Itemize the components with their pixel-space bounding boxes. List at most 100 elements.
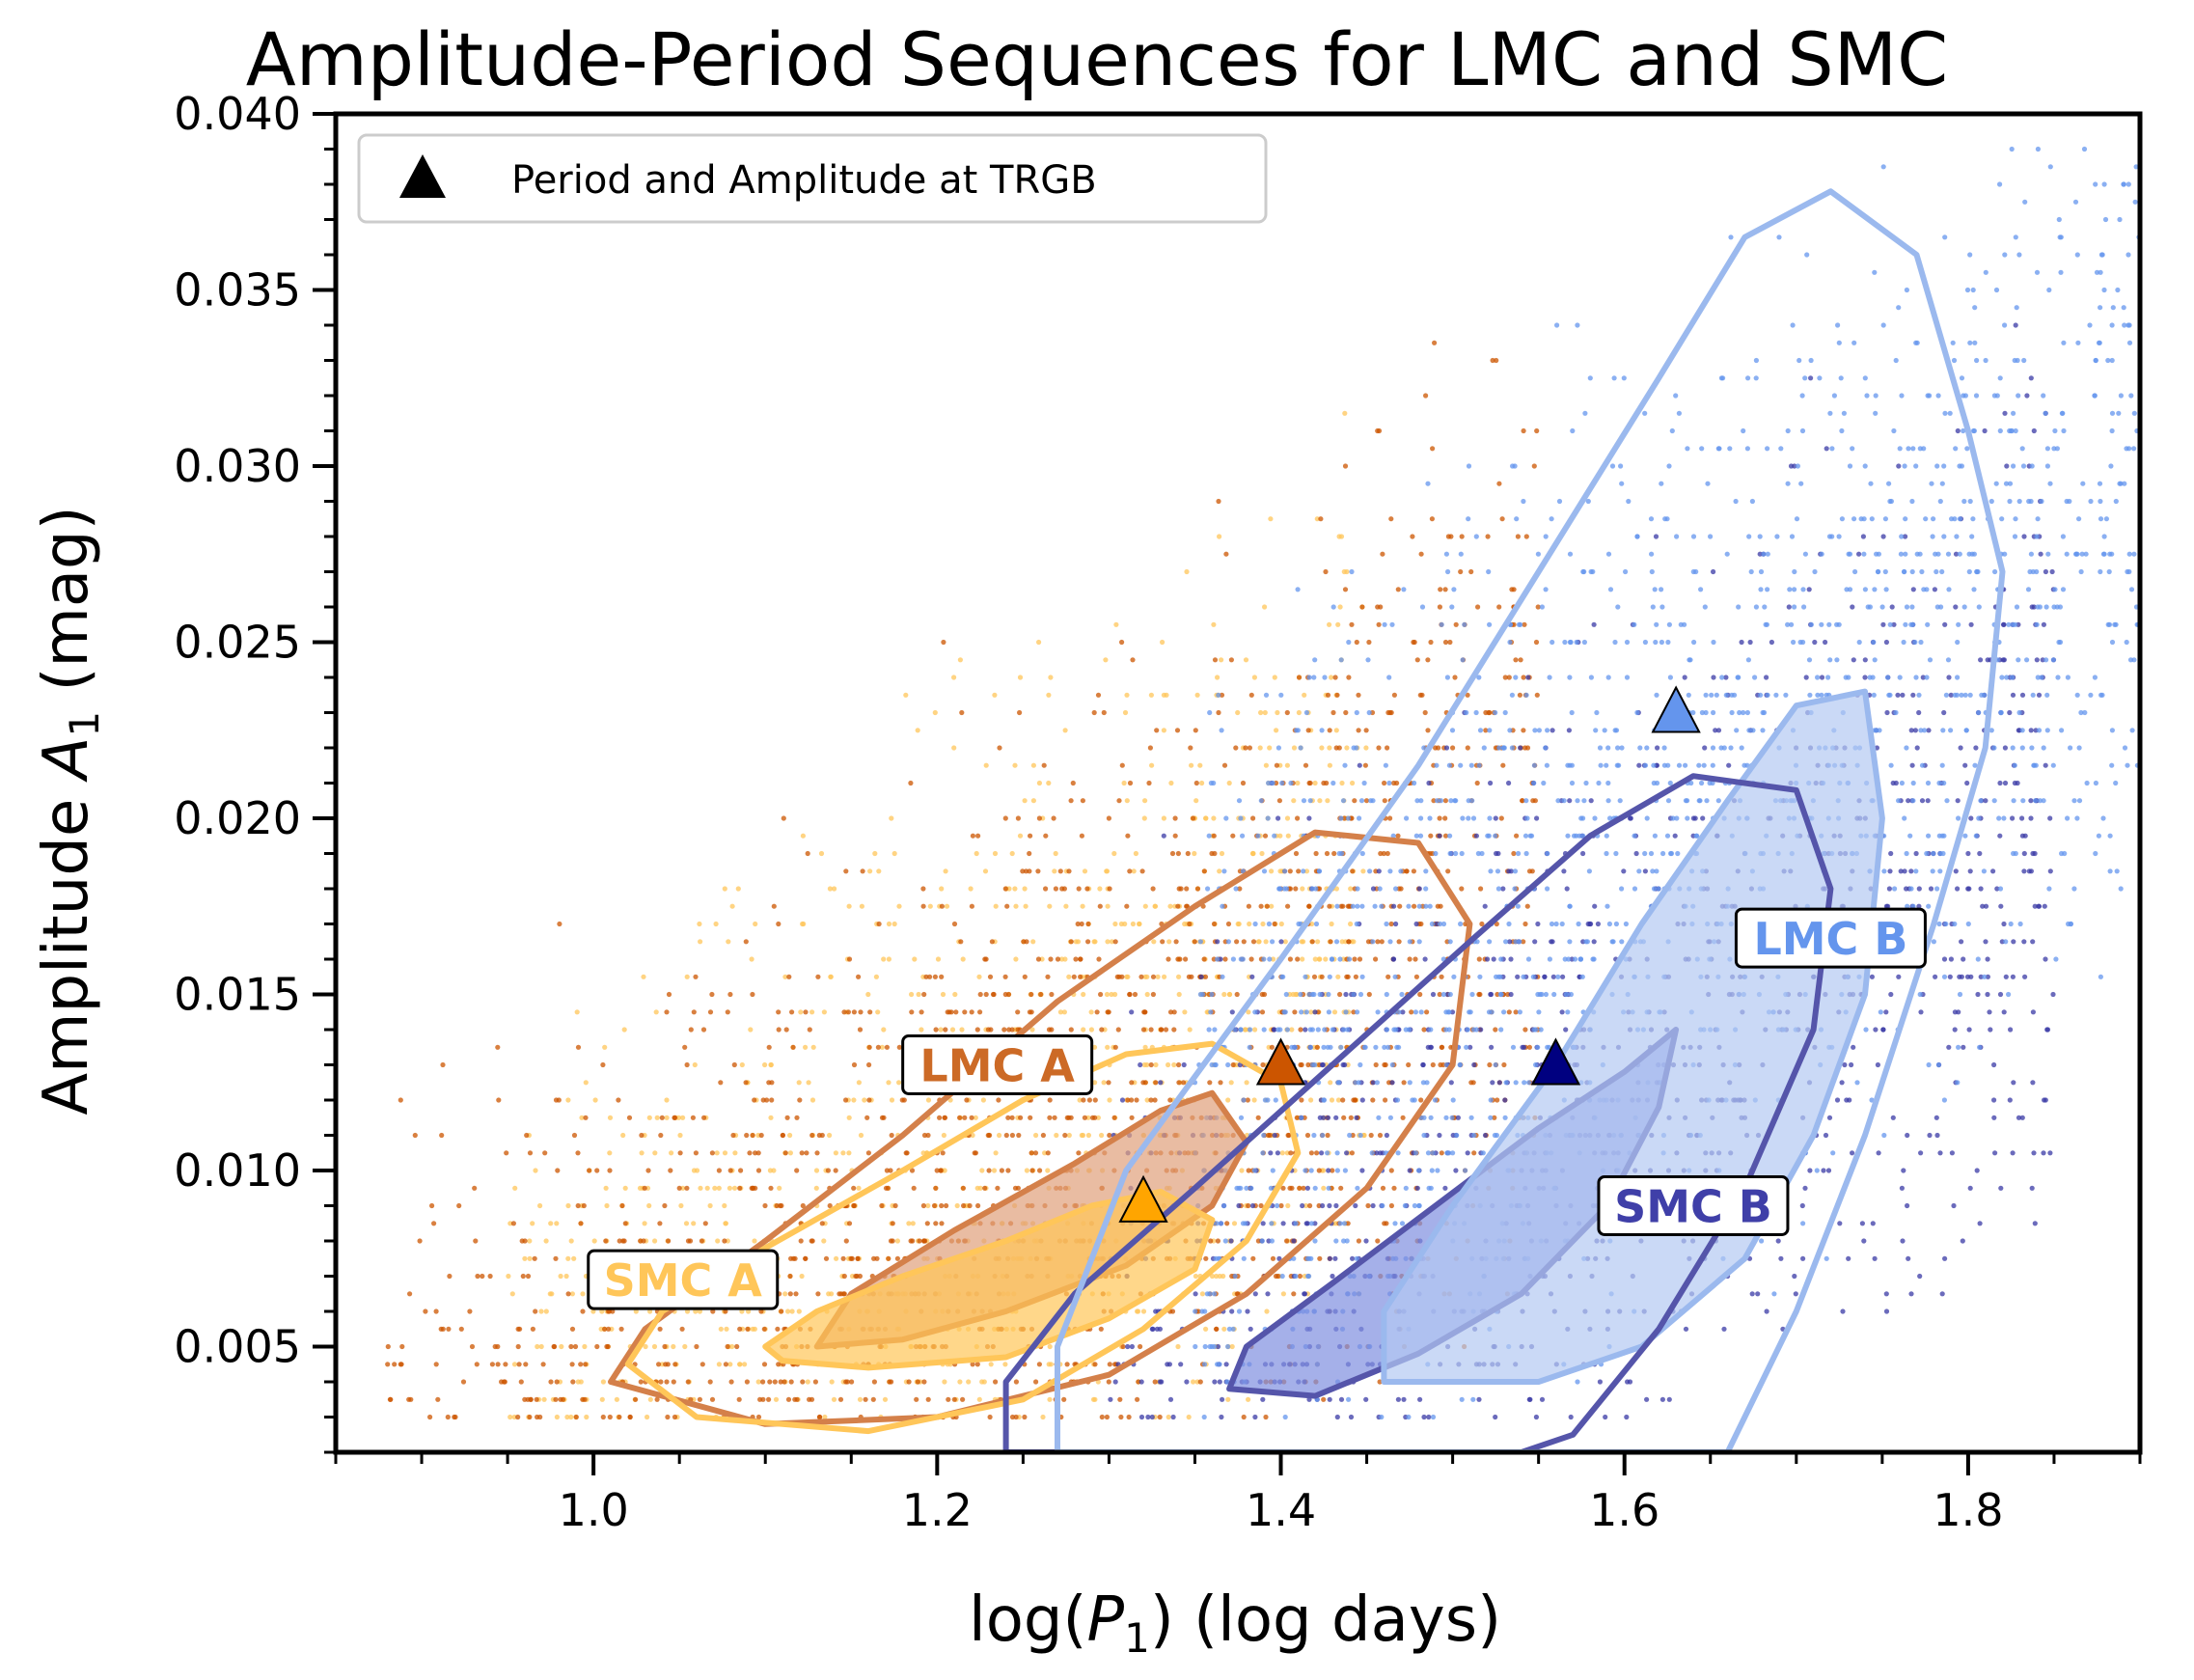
data-point [882,1396,889,1402]
data-point [542,1150,548,1156]
data-point [1534,427,1540,434]
data-point [1506,675,1512,680]
data-point [1279,1150,1285,1156]
data-point [1711,568,1716,575]
data-point [1595,921,1601,927]
data-point [1334,1414,1340,1420]
data-point [787,1150,794,1156]
data-point [1644,815,1650,821]
data-point [1416,1202,1422,1209]
data-point [638,1238,644,1244]
data-point [1800,587,1806,592]
data-point [1927,1132,1933,1139]
data-point [1396,939,1402,945]
data-point [1356,692,1361,698]
data-point [1187,1027,1193,1033]
data-point [2047,481,2053,486]
data-point [1997,427,2003,434]
data-point [1458,568,1464,575]
data-point [684,1308,691,1314]
data-point [1016,1132,1022,1139]
data-point [1280,1185,1286,1191]
data-point [580,1308,586,1314]
data-point [911,1185,917,1191]
data-point [1181,1061,1187,1068]
data-point [982,868,989,874]
data-point [439,1132,445,1139]
data-point [1550,974,1556,979]
data-point [1819,675,1825,680]
data-point [1293,886,1299,892]
data-point [1495,868,1501,874]
data-point [2098,498,2103,505]
data-point [979,1168,985,1173]
data-point [610,1308,616,1314]
data-point [669,1150,674,1156]
data-point [1327,903,1332,909]
data-point [652,1150,658,1156]
data-point [884,1168,891,1173]
data-point [1211,815,1217,821]
data-point [1247,1044,1252,1050]
data-point [1282,868,1288,874]
data-point [1913,463,1919,469]
data-point [1713,728,1718,733]
data-point [1826,1115,1833,1120]
data-point [1214,1326,1220,1332]
data-point [1197,939,1203,945]
data-point [658,1132,664,1139]
data-point [499,1379,505,1385]
data-point [1085,1132,1091,1139]
data-point [1146,780,1152,786]
data-point [1038,991,1044,998]
data-point [399,1343,405,1350]
data-point [1321,780,1327,786]
data-point [1215,675,1220,680]
data-point [846,1150,852,1156]
data-point [960,956,966,962]
data-point [1908,1291,1914,1297]
data-point [1698,587,1704,592]
data-point [1386,675,1392,680]
data-point [1245,1308,1250,1314]
data-point [2021,939,2027,945]
data-point [1567,675,1573,680]
data-point [1942,234,1948,240]
data-point [1365,1202,1371,1209]
data-point [1862,675,1868,680]
data-point [2021,850,2027,857]
data-point [440,1326,446,1332]
data-point [1361,780,1367,786]
data-point [1032,1150,1039,1156]
data-point [1084,886,1090,892]
data-point [1591,939,1597,945]
data-point [1543,534,1549,539]
data-point [1604,762,1609,768]
data-point [2014,305,2019,311]
data-point [2003,939,2009,945]
data-point [737,1362,743,1367]
data-point [1619,745,1625,751]
data-point [1509,692,1515,698]
data-point [1925,780,1932,786]
data-point [752,1097,757,1103]
data-point [2060,534,2066,539]
data-point [1228,1080,1234,1086]
data-point [1506,921,1512,927]
data-point [1115,1027,1121,1033]
data-point [1288,1150,1294,1156]
data-point [843,868,849,874]
data-point [1259,850,1265,857]
data-point [591,1238,597,1244]
data-point [1211,621,1217,627]
data-point [1231,1221,1238,1226]
data-point [991,1168,998,1173]
data-point [1263,762,1269,768]
data-point [1366,639,1372,646]
data-point [787,1273,793,1280]
data-point [1112,991,1118,998]
data-point [1502,675,1508,680]
data-point [645,1168,651,1173]
data-point [1513,657,1519,663]
data-point [1803,675,1809,680]
